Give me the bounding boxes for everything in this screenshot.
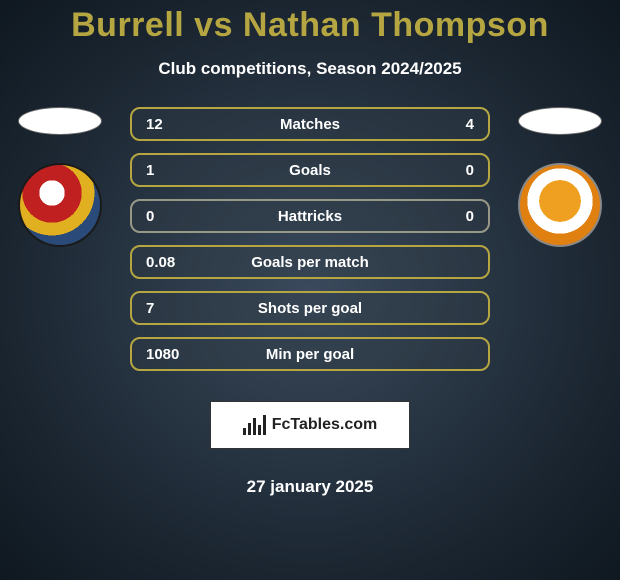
stat-left-value: 1080 [146, 346, 179, 363]
stat-left-value: 7 [146, 300, 154, 317]
logo-bars-icon [243, 415, 266, 435]
stat-right-value: 0 [466, 162, 474, 179]
stat-left-value: 0.08 [146, 254, 175, 271]
stat-label: Goals [146, 162, 474, 179]
stat-row-min-per-goal: 1080 Min per goal [130, 337, 490, 371]
stat-left-value: 1 [146, 162, 154, 179]
stat-label: Goals per match [146, 254, 474, 271]
fctables-logo: FcTables.com [210, 401, 410, 449]
stat-right-value: 4 [466, 116, 474, 133]
page-title: Burrell vs Nathan Thompson [71, 6, 549, 45]
left-player-column [0, 107, 120, 247]
stat-label: Min per goal [146, 346, 474, 363]
stat-left-value: 12 [146, 116, 163, 133]
stat-row-hattricks: 0 Hattricks 0 [130, 199, 490, 233]
comparison-row: 12 Matches 4 1 Goals 0 0 Hattricks 0 0.0… [0, 107, 620, 497]
stat-row-shots-per-goal: 7 Shots per goal [130, 291, 490, 325]
date-label: 27 january 2025 [247, 477, 374, 497]
stat-label: Hattricks [146, 208, 474, 225]
club-badge-right-icon [518, 163, 602, 247]
stat-row-matches: 12 Matches 4 [130, 107, 490, 141]
right-player-column [500, 107, 620, 247]
club-badge-left-icon [18, 163, 102, 247]
stat-row-goals-per-match: 0.08 Goals per match [130, 245, 490, 279]
flag-left-icon [18, 107, 102, 135]
logo-text: FcTables.com [272, 416, 378, 434]
flag-right-icon [518, 107, 602, 135]
stat-row-goals: 1 Goals 0 [130, 153, 490, 187]
subtitle: Club competitions, Season 2024/2025 [158, 59, 461, 79]
stat-left-value: 0 [146, 208, 154, 225]
stat-right-value: 0 [466, 208, 474, 225]
stat-label: Shots per goal [146, 300, 474, 317]
stats-column: 12 Matches 4 1 Goals 0 0 Hattricks 0 0.0… [120, 107, 500, 497]
stat-label: Matches [146, 116, 474, 133]
